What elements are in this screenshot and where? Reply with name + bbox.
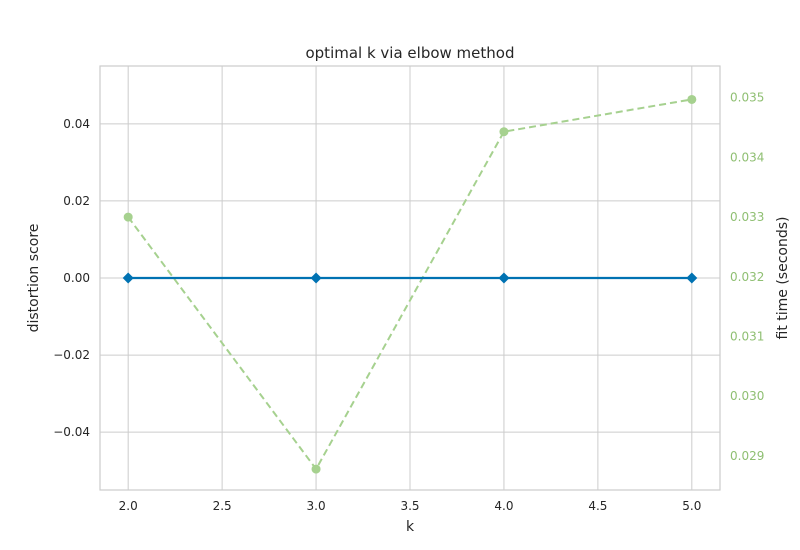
x-axis-label: k bbox=[406, 519, 415, 535]
y-tick-label: 0.02 bbox=[63, 194, 90, 208]
x-tick-label: 2.5 bbox=[213, 499, 232, 513]
x-tick-label: 4.5 bbox=[588, 499, 607, 513]
y-tick-label: −0.04 bbox=[53, 425, 90, 439]
fit-time-point bbox=[311, 464, 321, 474]
plot-frame bbox=[99, 65, 721, 491]
y-tick-label: 0.00 bbox=[63, 271, 90, 285]
x-tick-label: 2.0 bbox=[119, 499, 138, 513]
y2-tick-label: 0.029 bbox=[730, 449, 764, 463]
series-layer bbox=[122, 94, 698, 474]
y-tick-label: −0.02 bbox=[53, 348, 90, 362]
chart-title: optimal k via elbow method bbox=[305, 44, 514, 62]
y2-tick-label: 0.030 bbox=[730, 389, 764, 403]
y2-axis-label: fit time (seconds) bbox=[775, 217, 791, 340]
distortion-score-point bbox=[498, 272, 510, 284]
y2-tick-label: 0.033 bbox=[730, 210, 764, 224]
x-tick-label: 4.0 bbox=[494, 499, 513, 513]
y-tick-label: 0.04 bbox=[63, 117, 90, 131]
y-tick-labels: 0.04 0.02 0.00 −0.02 −0.04 bbox=[53, 117, 90, 439]
y2-tick-label: 0.032 bbox=[730, 270, 764, 284]
y2-tick-label: 0.034 bbox=[730, 150, 764, 164]
y-axis-label: distortion score bbox=[26, 224, 42, 333]
fit-time-line bbox=[127, 98, 692, 471]
distortion-score-point bbox=[686, 272, 698, 284]
x-tick-label: 5.0 bbox=[682, 499, 701, 513]
y2-tick-labels: 0.035 0.034 0.033 0.032 0.031 0.030 0.029 bbox=[730, 91, 764, 463]
fit-time-point bbox=[687, 94, 697, 104]
x-tick-labels: 2.0 2.5 3.0 3.5 4.0 4.5 5.0 bbox=[119, 499, 702, 513]
distortion-score-point bbox=[122, 272, 134, 284]
distortion-score-point bbox=[310, 272, 322, 284]
y2-tick-label: 0.031 bbox=[730, 330, 764, 344]
fit-time-point bbox=[499, 127, 509, 137]
y2-tick-label: 0.035 bbox=[730, 91, 764, 105]
x-tick-label: 3.0 bbox=[307, 499, 326, 513]
fit-time-point bbox=[123, 212, 133, 222]
x-tick-label: 3.5 bbox=[400, 499, 419, 513]
